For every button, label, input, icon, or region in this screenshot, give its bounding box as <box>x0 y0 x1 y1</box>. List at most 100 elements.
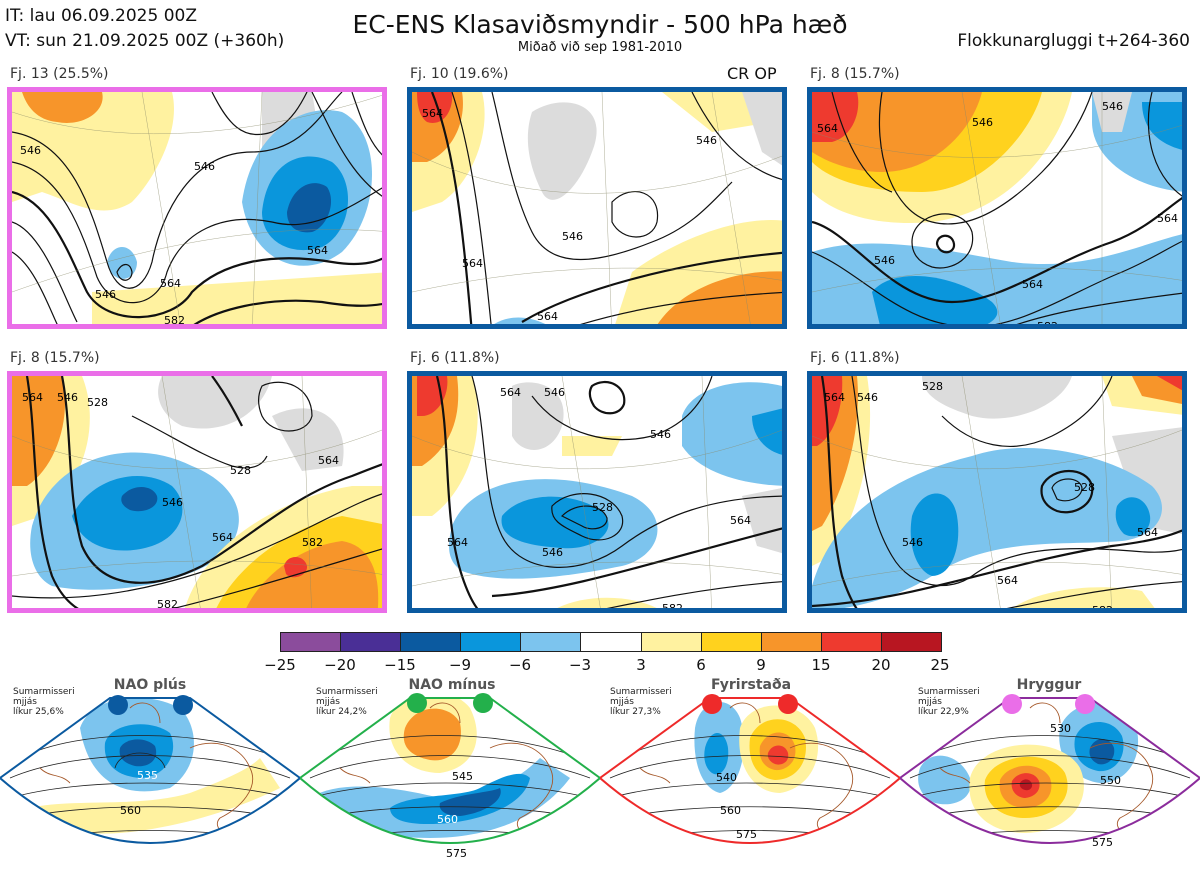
contour-label: 582 <box>662 602 683 613</box>
contour-label: 575 <box>1092 836 1113 849</box>
colorbar-tick: −20 <box>324 656 356 674</box>
colorbar-tick: 9 <box>756 656 766 674</box>
colorbar-cell <box>461 633 522 651</box>
contour-label: 546 <box>874 254 895 267</box>
cluster-map-2: 564 546 564 564 582 546 <box>412 92 782 329</box>
height-contours <box>435 376 782 608</box>
land-region <box>742 488 782 554</box>
anomaly-lightblue-region <box>494 317 546 324</box>
colorbar-cell <box>521 633 582 651</box>
contour-label: 540 <box>716 771 737 784</box>
regime-title-nao-minus: NAO mínus <box>408 677 496 693</box>
clustering-window: Flokkunargluggi t+264-360 <box>957 31 1190 51</box>
colorbar-tick: 15 <box>811 656 831 674</box>
valid-time: VT: sun 21.09.2025 00Z (+360h) <box>5 31 285 51</box>
regime-note-ridge: Sumarmisseri mjjás líkur 22,9% <box>918 687 980 717</box>
regime-map-nao-minus: 545 560 575 <box>300 668 600 871</box>
contour-label: 546 <box>194 160 215 173</box>
contour-label: 546 <box>542 546 563 559</box>
regime-note-nao-minus: Sumarmisseri mjjás líkur 24,2% <box>316 687 378 717</box>
contour-label: 535 <box>137 769 158 782</box>
contour-label: 564 <box>997 574 1018 587</box>
land-region <box>742 92 782 166</box>
colorbar-cell <box>761 633 822 651</box>
regime-ridge-svg: 530 550 575 <box>900 694 1200 849</box>
regime-marker-dot <box>407 693 427 713</box>
regime-border <box>300 697 600 844</box>
colorbar-cell <box>281 633 342 651</box>
anomaly-yellow-region <box>12 92 174 211</box>
colorbar-cell <box>821 633 882 651</box>
contour-label: 582 <box>1092 604 1113 613</box>
contour-label: 546 <box>1102 100 1123 113</box>
anomaly-red-region <box>417 92 453 123</box>
contour-label: 564 <box>817 122 838 135</box>
contour-label: 546 <box>650 428 671 441</box>
contour-label: 582 <box>1037 320 1058 329</box>
colorbar-cell <box>881 633 942 651</box>
height-contours <box>430 92 782 324</box>
contour-label: 546 <box>57 391 78 404</box>
graticule <box>12 92 382 324</box>
contour-label: 564 <box>1022 278 1043 291</box>
cluster-map-panel-1: 546 564 582 546 564 546 <box>7 87 387 329</box>
contour-label: 546 <box>902 536 923 549</box>
land-region <box>1112 427 1182 534</box>
land-region <box>272 408 344 471</box>
contour-label: 546 <box>544 386 565 399</box>
land-region <box>512 382 564 450</box>
graticule <box>12 376 382 608</box>
anomaly-lightblue-region <box>107 247 137 279</box>
regime-marker-dot <box>1002 694 1022 714</box>
height-contours <box>812 376 1182 608</box>
anomaly-lightblue-region <box>812 234 1182 324</box>
anomaly-yellow-region <box>562 436 622 456</box>
regime-marker-dot <box>778 694 798 714</box>
contour-label: 546 <box>95 288 116 301</box>
contour-label: 528 <box>922 380 943 393</box>
contour-label: 564 <box>500 386 521 399</box>
contour-label: 546 <box>857 391 878 404</box>
colorbar-tick: −6 <box>508 656 532 674</box>
anomaly-yellow-region <box>92 272 382 324</box>
regime-note-nao-plus: Sumarmisseri mjjás líkur 25,6% <box>13 687 75 717</box>
contour-label: 546 <box>162 496 183 509</box>
contour-label: 564 <box>212 531 233 544</box>
regime-nao-plus-svg: 535 560 <box>0 695 300 844</box>
regime-map-nao-plus: 535 560 <box>0 668 300 871</box>
contour-label: 560 <box>720 804 741 817</box>
page-title: EC-ENS Klasaviðsmyndir - 500 hPa hæð <box>352 10 848 39</box>
colorbar-tick: 20 <box>871 656 891 674</box>
contour-label: 575 <box>446 847 467 860</box>
anomaly-red-region <box>284 557 308 578</box>
colorbar-tick: 3 <box>636 656 646 674</box>
contour-label: 528 <box>230 464 251 477</box>
colorbar-cell <box>701 633 762 651</box>
colorbar-cell <box>401 633 462 651</box>
regime-note-blocking: Sumarmisseri mjjás líkur 27,3% <box>610 687 672 717</box>
land-region <box>158 376 272 429</box>
contour-label: 546 <box>562 230 583 243</box>
cluster-map-panel-2: 564 546 564 564 582 546 <box>407 87 787 329</box>
regime-marker-dot <box>702 694 722 714</box>
panel-5-label: Fj. 6 (11.8%) <box>410 350 500 366</box>
contour-label: 564 <box>462 257 483 270</box>
contour-label: 582 <box>302 536 323 549</box>
height-contours <box>12 92 382 324</box>
contour-label: 560 <box>437 813 458 826</box>
colorbar-cell <box>341 633 402 651</box>
panel-3-label: Fj. 8 (15.7%) <box>810 66 900 82</box>
regime-border <box>0 697 300 844</box>
contour-label: 530 <box>1050 722 1071 735</box>
cluster-map-panel-3: 564 546 546 564 582 546 564 <box>807 87 1187 329</box>
init-time: IT: lau 06.09.2025 00Z <box>5 6 197 26</box>
contour-label: 582 <box>157 598 178 611</box>
anomaly-darkblue-region <box>121 487 158 512</box>
contour-label: 582 <box>637 326 658 329</box>
anomaly-yellow-region <box>557 597 657 608</box>
regime-title-ridge: Hryggur <box>1016 677 1082 693</box>
contour-label: 564 <box>318 454 339 467</box>
contour-label: 546 <box>696 134 717 147</box>
colorbar-tick: −9 <box>448 656 472 674</box>
control-operational-tag: CR OP <box>727 64 777 83</box>
